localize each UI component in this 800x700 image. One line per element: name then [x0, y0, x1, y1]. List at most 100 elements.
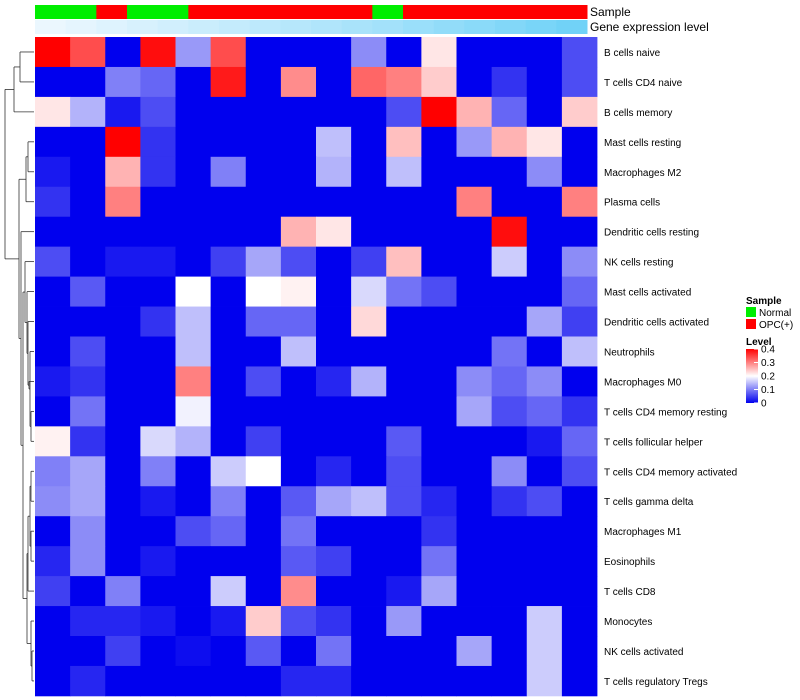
heatmap-cell [210, 156, 247, 188]
legend-level-title: Level [746, 337, 772, 348]
heatmap-cell [456, 156, 493, 188]
heatmap-cell [70, 37, 106, 68]
heatmap-cell [421, 246, 457, 277]
heatmap-cell [35, 606, 71, 637]
heatmap-cell [386, 396, 422, 427]
heatmap-cell [491, 156, 528, 188]
heatmap-cell [280, 126, 317, 158]
row-label: T cells CD4 memory resting [604, 407, 727, 418]
heatmap-cell [70, 216, 106, 248]
heatmap-cell [35, 426, 71, 457]
heatmap-cell [280, 66, 317, 98]
heatmap-cell [105, 606, 141, 637]
heatmap-cell [526, 636, 563, 667]
heatmap-cell [561, 636, 598, 667]
heatmap-cell [245, 576, 282, 607]
heatmap-cell [35, 66, 71, 98]
heatmap-cell [526, 366, 563, 397]
heatmap-cell [316, 665, 352, 697]
heatmap-cell [526, 546, 563, 577]
heatmap-cell [491, 546, 528, 577]
heatmap-cell [140, 456, 176, 487]
row-label: T cells CD4 naive [604, 78, 683, 89]
heatmap-cell [316, 546, 352, 577]
heatmap-cell [526, 426, 563, 457]
heatmap-cell [175, 546, 212, 577]
heatmap-cell [210, 37, 247, 68]
heatmap-cell [456, 246, 493, 277]
heatmap-cell [105, 486, 141, 517]
heatmap-cell [421, 276, 457, 307]
heatmap-cell [245, 456, 282, 487]
heatmap-cell [561, 186, 598, 218]
heatmap-cell [526, 66, 563, 98]
heatmap-cell [386, 276, 422, 307]
heatmap-cell [35, 186, 71, 218]
heatmap-cell [386, 66, 422, 98]
sample-annotation-cell [65, 5, 97, 19]
heatmap-cell [280, 156, 317, 188]
heatmap-cell [351, 665, 387, 697]
legend-sample-label: OPC(+) [759, 320, 793, 331]
sample-annotation-cell [219, 5, 251, 19]
heatmap-cell [280, 636, 317, 667]
legend-level-tick-label: 0 [761, 399, 767, 410]
heatmap-cell [316, 576, 352, 607]
heatmap-cell [245, 665, 282, 697]
heatmap-cell [456, 276, 493, 307]
heatmap-cell [421, 396, 457, 427]
row-label: T cells follicular helper [604, 437, 703, 448]
heatmap-cell [456, 37, 493, 68]
heatmap-cell [140, 216, 176, 248]
sample-annotation-bar [35, 5, 588, 19]
heatmap-cell [210, 486, 247, 517]
heatmap-cell [175, 396, 212, 427]
heatmap-cell [105, 426, 141, 457]
heatmap-cell [210, 126, 247, 158]
heatmap-cell [561, 276, 598, 307]
heatmap-cell [175, 66, 212, 98]
heatmap-cell [70, 276, 106, 307]
heatmap-cell [280, 96, 317, 128]
expression-annotation-cell [157, 20, 189, 34]
heatmap-cell [105, 246, 141, 277]
heatmap-cell [140, 96, 176, 128]
heatmap-cell [421, 216, 457, 248]
heatmap-cell [386, 516, 422, 547]
heatmap-cell [35, 216, 71, 248]
heatmap-cell [386, 246, 422, 277]
heatmap-cell [35, 306, 71, 337]
heatmap-cell [140, 546, 176, 577]
legend-level-ticks: 0.4 0.3 0.2 0.1 0 [754, 345, 775, 410]
heatmap-cell [456, 426, 493, 457]
heatmap-cell [386, 426, 422, 457]
heatmap-cell [526, 665, 563, 697]
heatmap-cell [280, 396, 317, 427]
heatmap-cell [351, 576, 387, 607]
heatmap-cell [105, 66, 141, 98]
heatmap-cell [491, 396, 528, 427]
heatmap-cell [526, 516, 563, 547]
heatmap-cell [561, 306, 598, 337]
expression-annotation-cell [127, 20, 159, 34]
heatmap-cell [526, 37, 563, 68]
sample-annotation-cell [35, 5, 67, 19]
expression-annotation-cell [495, 20, 527, 34]
row-label: Dendritic cells activated [604, 318, 709, 329]
heatmap-cell [140, 246, 176, 277]
heatmap-cell [140, 606, 176, 637]
heatmap-cell [245, 246, 282, 277]
heatmap-cell [316, 396, 352, 427]
heatmap-cell [386, 606, 422, 637]
sample-annotation-cell [127, 5, 159, 19]
heatmap-cell [491, 426, 528, 457]
heatmap-cell [70, 126, 106, 158]
sample-annotation-cell [403, 5, 435, 19]
heatmap-cell [561, 246, 598, 277]
heatmap-cell [526, 216, 563, 248]
heatmap-cell [421, 665, 457, 697]
heatmap-cell [316, 366, 352, 397]
heatmap-cell [280, 336, 317, 367]
